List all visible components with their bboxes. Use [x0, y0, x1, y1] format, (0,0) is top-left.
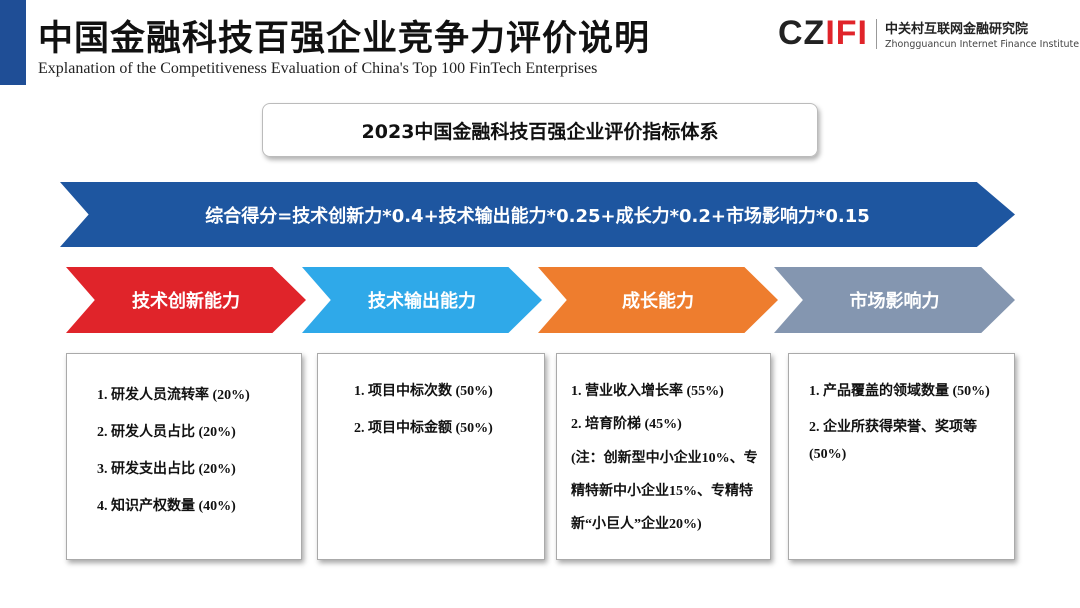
logo-name-cn: 中关村互联网金融研究院 [885, 21, 1029, 37]
system-title: 2023中国金融科技百强企业评价指标体系 [262, 103, 818, 157]
indicator-item: 1. 研发人员流转率 (20%) [97, 388, 250, 403]
indicator-note: (注：创新型中小企业10%、专精特新中小企业15%、专精特新“小巨人”企业20%… [571, 451, 758, 532]
logo-divider [876, 18, 877, 49]
indicator-item: 2. 项目中标金额 (50%) [354, 421, 493, 436]
logo-name-en: Zhongguancun Internet Finance Institute [885, 38, 1080, 50]
category-arrow-market: 市场影响力 [774, 267, 1015, 333]
indicator-item: 1. 项目中标次数 (50%) [354, 384, 493, 399]
indicator-box-tech-output: 1. 项目中标次数 (50%) 2. 项目中标金额 (50%) [317, 353, 545, 560]
logo-mark: CZIFI [778, 14, 868, 52]
indicator-item: 2. 企业所获得荣誉、奖项等 (50%) [809, 420, 977, 462]
category-arrow-growth: 成长能力 [538, 267, 778, 333]
page-subtitle: Explanation of the Competitiveness Evalu… [38, 60, 598, 77]
page-title: 中国金融科技百强企业竞争力评价说明 [38, 19, 651, 59]
formula-arrow: 综合得分=技术创新力*0.4+技术输出能力*0.25+成长力*0.2+市场影响力… [60, 182, 1015, 247]
indicator-item: 3. 研发支出占比 (20%) [97, 462, 236, 477]
indicator-item: 2. 培育阶梯 (45%) [571, 417, 682, 432]
indicator-item: 1. 产品覆盖的领域数量 (50%) [809, 384, 990, 399]
logo: CZIFI 中关村互联网金融研究院 Zhongguancun Internet … [778, 14, 1079, 53]
category-arrow-tech-innovation: 技术创新能力 [66, 267, 306, 333]
indicator-box-growth: 1. 营业收入增长率 (55%) 2. 培育阶梯 (45%) (注：创新型中小企… [556, 353, 771, 560]
accent-bar [0, 0, 26, 85]
indicator-item: 1. 营业收入增长率 (55%) [571, 384, 724, 399]
indicator-box-market: 1. 产品覆盖的领域数量 (50%) 2. 企业所获得荣誉、奖项等 (50%) [788, 353, 1015, 560]
category-arrow-tech-output: 技术输出能力 [302, 267, 542, 333]
indicator-item: 4. 知识产权数量 (40%) [97, 499, 236, 514]
indicator-item: 2. 研发人员占比 (20%) [97, 425, 236, 440]
indicator-box-tech-innovation: 1. 研发人员流转率 (20%) 2. 研发人员占比 (20%) 3. 研发支出… [66, 353, 302, 560]
